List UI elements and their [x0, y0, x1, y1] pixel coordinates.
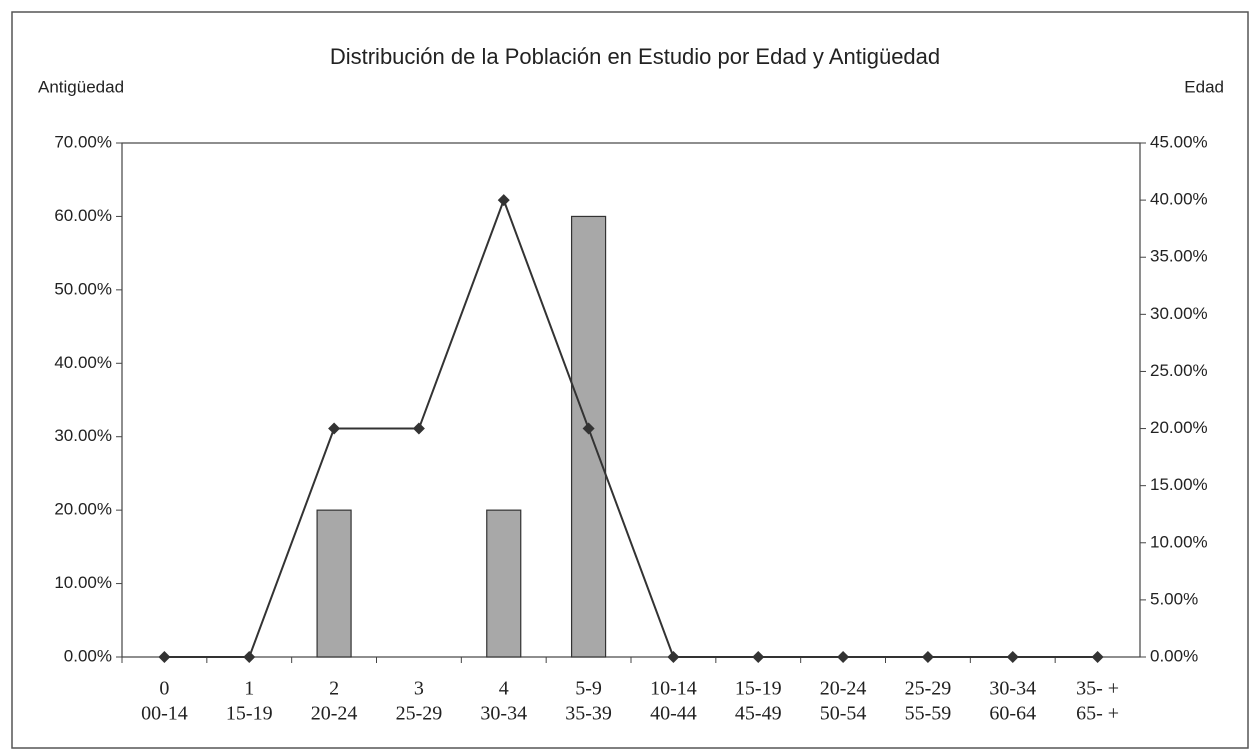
y2-tick-label: 0.00% [1150, 646, 1198, 665]
x-tick-label: 1 [244, 678, 254, 700]
y2-tick-label: 45.00% [1150, 132, 1208, 151]
x-tick-label: 00-14 [141, 703, 188, 725]
y2-tick-label: 40.00% [1150, 190, 1208, 209]
x-tick-label: 60-64 [989, 703, 1036, 725]
x-tick-label: 10-14 [650, 678, 697, 700]
y-tick-label: 50.00% [54, 279, 112, 298]
marker [328, 422, 341, 435]
x-tick-label: 15-19 [735, 678, 782, 700]
x-tick-label: 40-44 [650, 703, 697, 725]
y2-tick-label: 20.00% [1150, 418, 1208, 437]
line [164, 197, 1098, 658]
marker [1006, 651, 1019, 663]
bar [570, 215, 607, 658]
marker [497, 194, 510, 207]
bar [486, 509, 522, 658]
y2-tick-label: 35.00% [1150, 247, 1208, 266]
marker [412, 422, 425, 435]
x-tick-label: 50-54 [820, 703, 867, 725]
marker [837, 651, 850, 663]
x-tick-label: 45-49 [735, 703, 782, 725]
x-tick-label: 5-9 [575, 678, 602, 700]
marker [752, 651, 765, 663]
y2-axis-label: Edad [1184, 77, 1224, 96]
y2-tick-label: 25.00% [1150, 361, 1208, 380]
y2-tick-label: 5.00% [1150, 589, 1198, 608]
x-tick-label: 3 [414, 678, 424, 700]
marker [582, 422, 595, 435]
y2-tick-label: 10.00% [1150, 532, 1208, 551]
x-tick-label: 35-39 [565, 703, 612, 725]
y2-tick-label: 30.00% [1150, 304, 1208, 323]
marker [921, 651, 934, 663]
x-tick-label: 20-24 [311, 703, 358, 725]
x-tick-label: 55-59 [905, 703, 952, 725]
y2-tick-label: 15.00% [1150, 475, 1208, 494]
plot-area [121, 142, 1141, 658]
y-axis-label: Antigüedad [38, 77, 124, 96]
marker [158, 651, 171, 663]
x-tick-label: 4 [499, 678, 509, 700]
x-tick-label: 25-29 [905, 678, 952, 700]
x-tick-label: 2 [329, 678, 339, 700]
y-tick-label: 40.00% [54, 353, 112, 372]
x-tick-label: 20-24 [820, 678, 867, 700]
y-tick-label: 20.00% [54, 500, 112, 519]
x-tick-label: 0 [159, 678, 169, 700]
y-tick-label: 0.00% [64, 646, 112, 665]
marker [243, 651, 256, 663]
x-tick-label: 30-34 [480, 703, 527, 725]
chart-frame [11, 11, 1249, 749]
y-tick-label: 10.00% [54, 573, 112, 592]
marker [667, 651, 680, 663]
x-tick-label: 30-34 [989, 678, 1036, 700]
x-tick-label: 15-19 [226, 703, 273, 725]
x-tick-label: 35- + [1076, 678, 1119, 700]
y-tick-label: 70.00% [54, 132, 112, 151]
bar [316, 509, 352, 658]
marker [1091, 651, 1104, 663]
chart-title: Distribución de la Población en Estudio … [330, 44, 940, 69]
y-tick-label: 60.00% [54, 206, 112, 225]
y-tick-label: 30.00% [54, 426, 112, 445]
x-tick-label: 25-29 [396, 703, 443, 725]
x-tick-label: 65- + [1076, 703, 1119, 725]
